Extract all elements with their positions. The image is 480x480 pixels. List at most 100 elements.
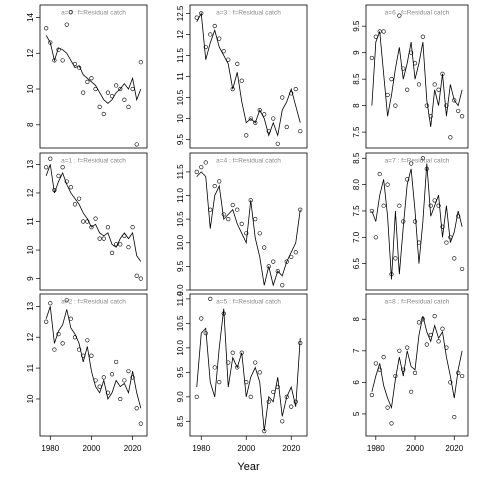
data-point <box>401 367 406 372</box>
data-point <box>85 338 90 343</box>
y-tick-label: 11 <box>176 72 185 81</box>
data-point <box>203 160 208 165</box>
y-tick-label: 9.5 <box>176 366 185 378</box>
data-point <box>448 135 453 140</box>
data-point <box>105 390 111 395</box>
data-point <box>416 82 422 87</box>
data-point <box>436 203 441 208</box>
data-point <box>93 216 98 221</box>
data-point <box>44 26 49 31</box>
data-point <box>381 355 386 360</box>
data-point <box>105 225 111 230</box>
data-point <box>212 23 217 29</box>
strip-title: a=2 : f=Residual catch <box>61 299 126 306</box>
data-point <box>397 348 402 353</box>
y-tick-label: 10.0 <box>176 340 185 356</box>
data-point <box>60 58 65 63</box>
data-point <box>253 217 258 222</box>
data-point <box>405 345 410 350</box>
data-point <box>424 103 429 108</box>
data-point <box>456 214 461 219</box>
data-point <box>138 421 143 426</box>
data-point <box>244 133 249 138</box>
data-point <box>381 203 386 208</box>
data-point <box>377 171 382 177</box>
y-tick-label: 9.5 <box>352 20 361 32</box>
data-point <box>428 203 433 208</box>
data-point <box>56 332 61 337</box>
fitted-line <box>45 306 142 409</box>
data-point <box>460 114 465 119</box>
data-point <box>424 342 429 347</box>
fitted-line <box>371 163 463 280</box>
y-tick-label: 7.5 <box>352 205 361 217</box>
data-point <box>60 165 65 170</box>
fitted-line <box>371 31 463 127</box>
data-point <box>85 79 90 84</box>
data-point <box>448 380 453 385</box>
data-point <box>266 399 271 404</box>
y-tick-label: 11 <box>26 217 35 226</box>
data-point <box>412 370 418 375</box>
data-point <box>373 235 378 240</box>
data-point <box>239 221 244 226</box>
panel-frame <box>365 4 469 149</box>
data-point <box>138 60 143 65</box>
data-point <box>257 231 262 236</box>
data-point <box>212 183 217 189</box>
y-tick-label: 12.5 <box>176 5 185 21</box>
data-point <box>109 372 115 377</box>
data-point <box>432 313 437 319</box>
y-tick-label: 12 <box>26 188 35 197</box>
y-tick-label: 11.5 <box>176 164 185 180</box>
data-point <box>416 320 422 325</box>
y-tick-label: 10.0 <box>176 234 185 250</box>
data-point <box>440 326 445 331</box>
y-tick-label: 11.0 <box>176 187 185 203</box>
data-point <box>409 161 414 166</box>
data-point <box>271 116 276 121</box>
y-tick-label: 6.5 <box>352 258 361 270</box>
panel-frame <box>189 152 308 291</box>
data-point <box>105 90 111 95</box>
data-point <box>194 169 199 174</box>
data-point <box>89 353 94 358</box>
data-point <box>60 341 65 346</box>
panel-frame <box>365 293 469 437</box>
data-point <box>101 236 106 241</box>
panel-frame <box>365 152 469 291</box>
data-point <box>203 44 208 50</box>
panel-frame <box>39 152 148 291</box>
data-point <box>289 254 294 260</box>
data-point <box>284 394 289 399</box>
data-point <box>114 359 119 365</box>
data-point <box>280 283 285 288</box>
y-tick-label: 10 <box>26 84 35 93</box>
data-point <box>130 375 135 380</box>
y-tick-label: 9.0 <box>176 284 185 296</box>
data-point <box>48 156 53 161</box>
data-point <box>444 103 449 108</box>
data-point <box>369 208 374 214</box>
strip-title: a=4 : f=Residual catch <box>216 158 281 165</box>
y-tick-label: 9 <box>352 50 361 55</box>
data-point <box>432 82 437 87</box>
data-point <box>97 104 102 109</box>
data-point <box>456 108 461 114</box>
y-tick-label: 12 <box>26 332 35 341</box>
data-point <box>68 316 73 321</box>
data-point <box>381 29 386 34</box>
data-point <box>280 95 285 100</box>
fitted-line <box>45 35 142 104</box>
x-tick-label: 2020 <box>445 444 463 453</box>
y-tick-label: 8.5 <box>352 152 361 164</box>
data-point <box>130 225 135 230</box>
data-point <box>230 202 235 208</box>
data-point <box>118 396 123 402</box>
data-point <box>72 202 78 207</box>
data-point <box>385 92 390 98</box>
data-point <box>109 250 115 255</box>
data-point <box>244 231 249 236</box>
